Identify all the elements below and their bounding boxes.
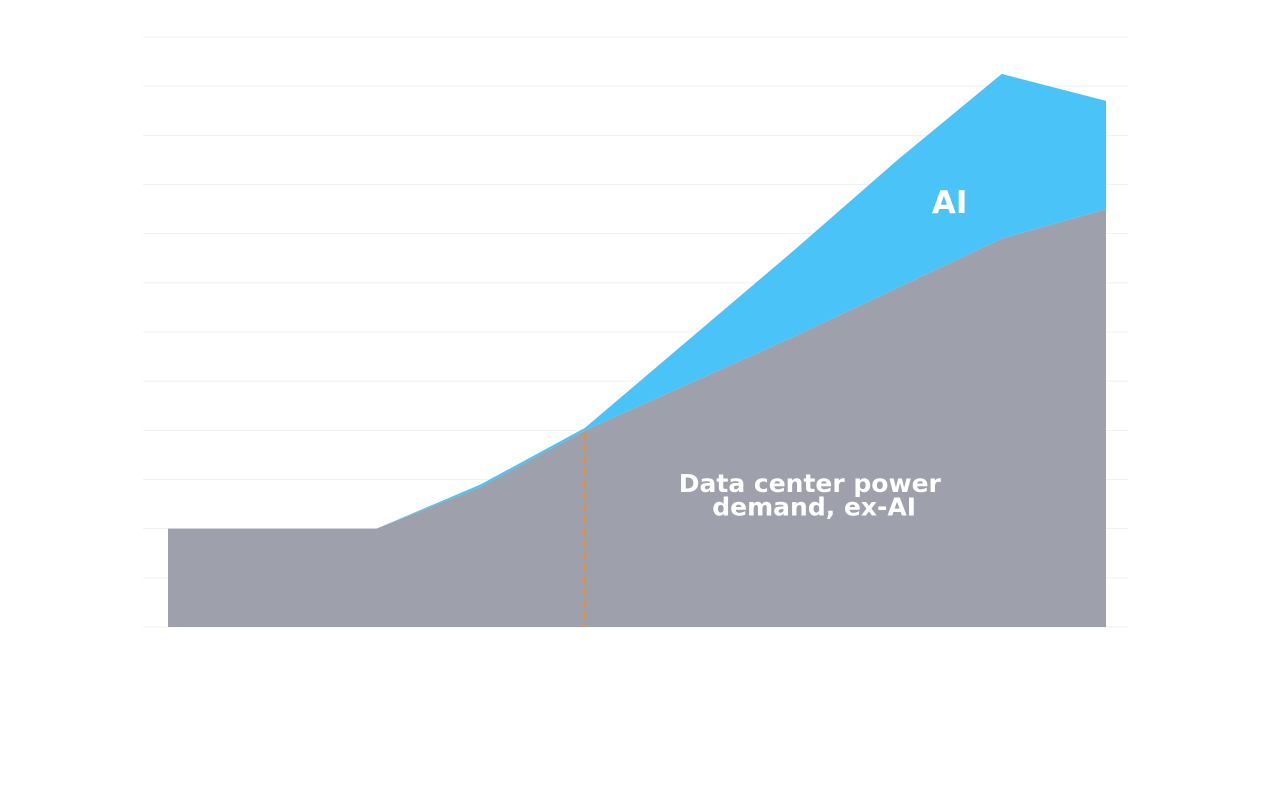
series-label-ai: AI xyxy=(932,185,968,221)
series-label-line-2: demand, ex-AI xyxy=(712,492,916,521)
area-data-center-ex-ai xyxy=(168,209,1106,628)
area-ai xyxy=(168,73,1106,529)
series-label-data-center-ex-ai: Data center power demand, ex-AI xyxy=(679,469,950,522)
series-label-line-1: Data center power xyxy=(679,469,942,498)
area-series xyxy=(168,73,1106,628)
